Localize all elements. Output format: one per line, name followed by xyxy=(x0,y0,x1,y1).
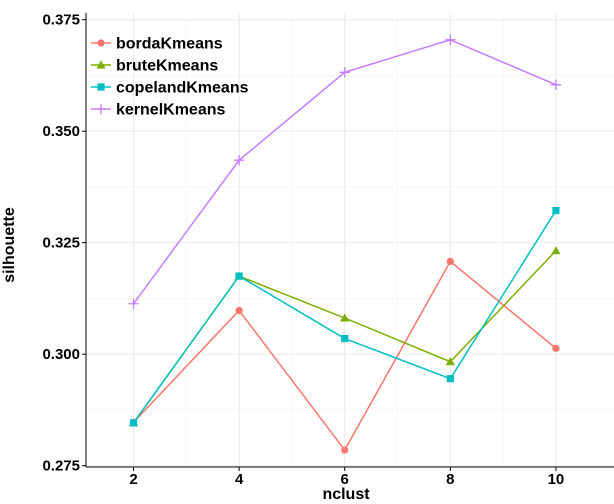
legend-key-marker xyxy=(96,60,106,69)
legend-item-kernelKmeans: kernelKmeans xyxy=(91,102,225,119)
legend-item-bruteKmeans: bruteKmeans xyxy=(91,58,218,75)
data-point-kernelKmeans xyxy=(128,298,139,309)
x-tick-label: 8 xyxy=(446,471,454,488)
x-tick-label: 10 xyxy=(548,471,565,488)
data-point-kernelKmeans xyxy=(339,67,350,78)
axes: 2 4 6 8 10 0.275 0.300 0.325 0.350 0.375 xyxy=(42,12,614,488)
y-tick-label: 0.325 xyxy=(42,235,80,252)
data-point-kernelKmeans xyxy=(550,79,562,91)
y-tick-label: 0.300 xyxy=(42,346,80,363)
data-point-bordaKmeans xyxy=(341,446,349,454)
data-point-bruteKmeans xyxy=(445,357,455,366)
y-tick-label: 0.375 xyxy=(42,12,80,29)
data-point-copelandKmeans xyxy=(129,419,138,427)
data-point-copelandKmeans xyxy=(341,334,349,343)
legend-item-copelandKmeans: copelandKmeans xyxy=(91,80,249,97)
data-point-copelandKmeans xyxy=(552,206,560,215)
legend-label: bordaKmeans xyxy=(116,36,223,53)
series-bordaKmeans xyxy=(129,257,560,454)
series-group xyxy=(128,34,562,454)
data-point-bordaKmeans xyxy=(446,257,454,266)
y-axis-title: silhouette xyxy=(1,207,18,283)
legend: bordaKmeans bruteKmeans copelandKmeans kern… xyxy=(91,36,249,119)
legend-key-marker xyxy=(97,83,105,91)
legend-label: bruteKmeans xyxy=(116,58,218,75)
series-copelandKmeans xyxy=(129,206,560,427)
series-kernelKmeans xyxy=(128,34,562,309)
data-point-kernelKmeans xyxy=(233,154,245,166)
data-point-bordaKmeans xyxy=(235,306,243,315)
data-point-copelandKmeans xyxy=(446,375,454,383)
legend-key-marker xyxy=(97,39,105,47)
data-point-bordaKmeans xyxy=(552,344,560,352)
data-point-bruteKmeans xyxy=(340,313,350,322)
data-point-kernelKmeans xyxy=(445,34,456,45)
grid xyxy=(86,13,614,467)
y-tick-label: 0.275 xyxy=(42,458,80,475)
legend-key-marker xyxy=(95,103,107,115)
legend-item-bordaKmeans: bordaKmeans xyxy=(91,36,223,53)
x-tick-label: 6 xyxy=(341,471,349,488)
data-point-bruteKmeans xyxy=(551,246,561,255)
x-tick-label: 2 xyxy=(129,471,137,488)
x-tick-label: 4 xyxy=(235,471,244,488)
legend-label: copelandKmeans xyxy=(116,80,249,97)
y-tick-label: 0.350 xyxy=(42,123,80,140)
x-axis-title: nclust xyxy=(322,486,370,503)
data-point-copelandKmeans xyxy=(235,272,243,280)
legend-label: kernelKmeans xyxy=(116,102,225,119)
